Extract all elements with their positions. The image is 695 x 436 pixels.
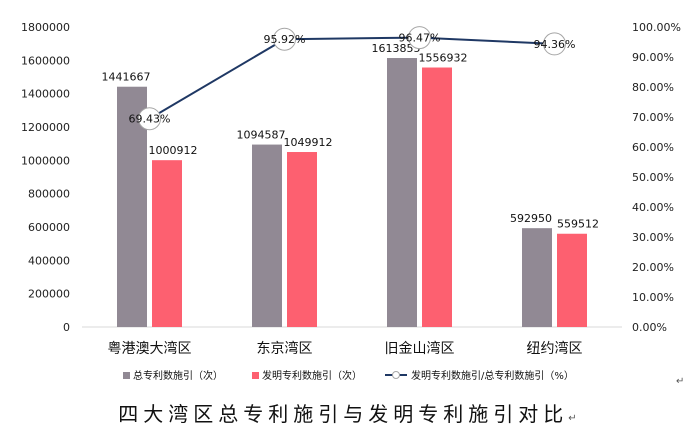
paragraph-mark: ↵ [676, 376, 685, 387]
bar [252, 144, 282, 327]
y-right-tick-label: 10.00% [632, 291, 674, 304]
y-left-tick-label: 1200000 [21, 121, 70, 134]
y-right-tick-label: 70.00% [632, 111, 674, 124]
y-left-tick-label: 400000 [28, 254, 70, 267]
bar [422, 67, 452, 328]
bar-value-label: 1094587 [237, 129, 286, 142]
y-left-tick-label: 200000 [28, 288, 70, 301]
category-label: 纽约湾区 [527, 340, 583, 357]
ratio-marker [408, 26, 431, 50]
chart-svg: 0 200000 400000 600000 800000 1000000 1200000 1… [21, 21, 681, 382]
y-right-tick-label: 60.00% [632, 141, 674, 154]
bar-value-label: 1556932 [419, 52, 468, 65]
figure-caption: 四大湾区总专利施引与发明专利施引对比↵ [0, 398, 695, 427]
ratio-marker [273, 27, 296, 51]
bar [557, 233, 587, 327]
legend-label: 发明专利数施引/总专利数施引（%） [411, 369, 574, 382]
legend-swatch-invention [252, 372, 259, 379]
caption-text: 四大湾区总专利施引与发明专利施引对比 [118, 402, 569, 426]
y-right-tick-label: 40.00% [632, 201, 674, 214]
bar-value-label: 1000912 [149, 144, 198, 157]
category-label: 东京湾区 [257, 340, 313, 357]
y-right-tick-label: 50.00% [632, 171, 674, 184]
ratio-marker [543, 32, 566, 56]
legend-swatch-total [123, 372, 130, 379]
category-label: 粤港澳大湾区 [108, 340, 192, 357]
y-right-tick-label: 80.00% [632, 81, 674, 94]
chart: 0 200000 400000 600000 800000 1000000 1200000 1… [21, 21, 681, 382]
ratio-marker [138, 107, 161, 131]
y-right-tick-label: 20.00% [632, 261, 674, 274]
bar-value-label: 592950 [510, 212, 552, 225]
bar [152, 160, 182, 327]
y-right-tick-label: 100.00% [632, 21, 681, 34]
ratio-value-label: 69.43% [129, 113, 171, 126]
ratio-value-label: 96.47% [399, 32, 441, 45]
bar [522, 228, 552, 327]
y-left-tick-label: 0 [63, 321, 70, 334]
y-left-tick-label: 600000 [28, 221, 70, 234]
ratio-line [148, 36, 555, 120]
y-right-tick-label: 30.00% [632, 231, 674, 244]
ratio-value-label: 94.36% [534, 38, 576, 51]
bar-value-label: 1441667 [102, 71, 151, 84]
y-left-tick-label: 1400000 [21, 88, 70, 101]
bar-value-label: 559512 [557, 218, 599, 231]
bar-value-label: 1613855 [372, 42, 421, 55]
y-right-tick-label: 0.00% [632, 321, 667, 334]
y-right-tick-label: 90.00% [632, 51, 674, 64]
y-left-tick-label: 800000 [28, 188, 70, 201]
paragraph-mark: ↵ [568, 413, 577, 424]
ratio-value-label: 95.92% [264, 33, 306, 46]
y-left-tick-label: 1800000 [21, 21, 70, 34]
bar-value-label: 1049912 [284, 136, 333, 149]
category-label: 旧金山湾区 [385, 340, 455, 357]
legend-marker-ratio [392, 371, 400, 379]
y-left-tick-label: 1000000 [21, 154, 70, 167]
legend-label: 发明专利数施引（次） [262, 369, 362, 382]
legend-label: 总专利数施引（次） [133, 369, 223, 382]
bar [287, 152, 317, 327]
y-left-tick-label: 1600000 [21, 54, 70, 67]
bar [387, 58, 417, 327]
